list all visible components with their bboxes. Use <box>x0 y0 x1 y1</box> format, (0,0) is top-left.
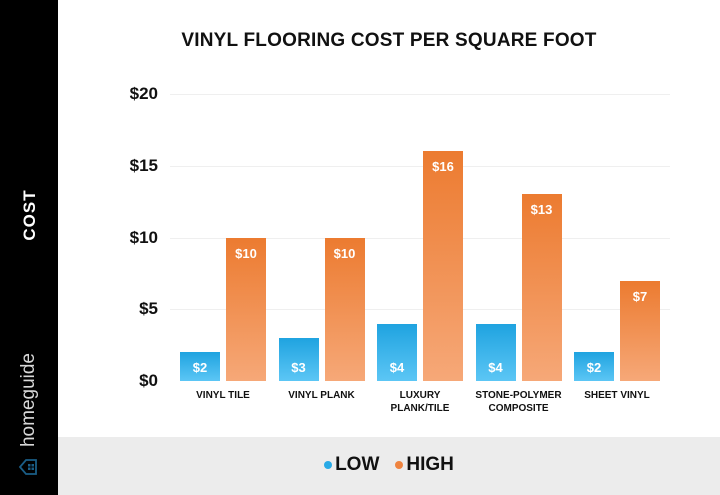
bar-value-label: $3 <box>291 359 306 375</box>
bar-value-label: $16 <box>432 159 454 175</box>
legend-label: HIGH <box>406 454 454 475</box>
x-category-label: VINYL TILE <box>196 390 250 401</box>
brand-logo: homeguide <box>18 353 40 447</box>
gridline <box>170 94 670 95</box>
bar-low: $3 <box>278 337 319 381</box>
bar-low: $4 <box>475 323 516 381</box>
bar-low: $2 <box>180 352 220 381</box>
legend-dot-icon <box>395 461 404 469</box>
bar-value-label: $7 <box>632 288 648 304</box>
x-category-label: VINYL PLANK <box>288 390 355 401</box>
bar-high: $13 <box>521 194 562 381</box>
bar-low: $2 <box>574 352 614 381</box>
x-category-label: LUXURY PLANK/TILE <box>390 390 450 414</box>
bar-high: $10 <box>226 237 266 381</box>
bar-high: $10 <box>324 237 365 381</box>
y-tick-label: $20 <box>129 84 158 103</box>
y-tick-label: $0 <box>139 371 158 390</box>
gridline <box>170 309 670 311</box>
gridline <box>170 165 670 167</box>
legend: LOW HIGH <box>58 454 720 476</box>
legend-dot-icon <box>324 461 333 469</box>
legend-item-high: HIGH <box>395 454 454 476</box>
bar-value-label: $2 <box>586 359 602 375</box>
y-tick-label: $10 <box>129 227 158 247</box>
legend-label: LOW <box>335 454 380 475</box>
bar-high: $7 <box>620 280 660 381</box>
brand-name: homeguide <box>18 352 39 448</box>
x-category-label: STONE-POLYMER COMPOSITE <box>475 390 562 414</box>
chart-title: VINYL FLOORING COST PER SQUARE FOOT <box>181 30 597 51</box>
bar-low: $4 <box>377 323 417 381</box>
legend-band: LOW HIGH <box>58 437 720 495</box>
y-tick-label: $15 <box>129 155 158 175</box>
house-icon <box>18 459 37 475</box>
bar-high: $16 <box>423 151 463 381</box>
bar-value-label: $2 <box>192 359 208 375</box>
bar-value-label: $4 <box>389 359 405 375</box>
bar-value-label: $10 <box>333 245 356 261</box>
plot-area: $2 $10 $3 $10 $4 $16 $4 $13 $2 $7 <box>170 94 670 381</box>
bar-value-label: $13 <box>530 202 553 218</box>
gridline <box>170 237 670 239</box>
sidebar: COST homeguide <box>0 0 58 495</box>
x-category-label: SHEET VINYL <box>584 390 650 401</box>
bar-value-label: $10 <box>235 245 257 261</box>
y-tick-label: $5 <box>139 299 158 319</box>
legend-item-low: LOW <box>324 454 379 476</box>
bar-value-label: $4 <box>488 359 503 375</box>
